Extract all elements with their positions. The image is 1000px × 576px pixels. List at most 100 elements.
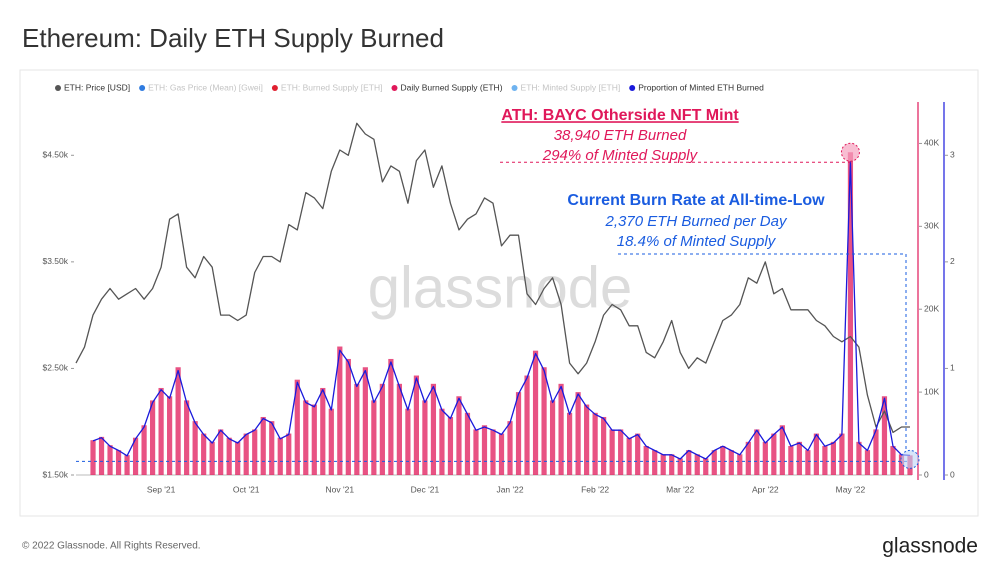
bar: [669, 454, 675, 475]
bar: [856, 441, 862, 475]
y2ticks-label: 20K: [924, 303, 939, 313]
legend-swatch: [139, 85, 146, 91]
legend-swatch: [511, 85, 518, 91]
legend-label[interactable]: ETH: Gas Price (Mean) [Gwei]: [148, 82, 263, 92]
annotation: 18.4% of Minted Supply: [617, 233, 777, 250]
bar: [277, 437, 283, 475]
bar: [532, 350, 539, 475]
line: [92, 161, 911, 460]
x-tick-label: Feb '22: [581, 484, 609, 494]
y3ticks-label: 1: [950, 363, 955, 373]
bar: [252, 429, 258, 475]
bar: [898, 454, 905, 475]
bar: [524, 375, 530, 475]
legend-label[interactable]: ETH: Price [USD]: [64, 82, 130, 92]
bar: [626, 437, 632, 475]
bar: [345, 358, 351, 475]
annotation-highlight: [900, 449, 920, 469]
y2ticks-label: 40K: [924, 138, 939, 148]
y3ticks-label: 2: [950, 256, 955, 266]
bar: [873, 429, 879, 475]
yticks-label: $4.50k: [42, 150, 68, 160]
y3ticks-label: 0: [950, 469, 955, 479]
legend-label[interactable]: Daily Burned Supply (ETH): [400, 82, 502, 92]
bar: [728, 450, 734, 475]
bar: [167, 396, 173, 475]
bar: [813, 433, 819, 475]
bar: [464, 412, 471, 475]
x-tick-label: Sep '21: [147, 484, 176, 494]
bar: [703, 458, 709, 475]
bar: [422, 400, 428, 475]
bar: [507, 421, 513, 475]
bar: [584, 404, 590, 475]
bar: [141, 425, 147, 475]
bar: [737, 454, 743, 475]
bar: [771, 433, 777, 475]
legend-label[interactable]: ETH: Burned Supply [ETH]: [281, 82, 383, 92]
bar: [711, 450, 717, 475]
bar: [447, 416, 454, 475]
bar: [864, 450, 871, 475]
bar: [328, 408, 334, 475]
legend-swatch: [271, 85, 278, 91]
annotation: Current Burn Rate at All-time-Low: [567, 192, 825, 209]
bar: [184, 400, 190, 475]
bar: [515, 392, 522, 475]
bar: [652, 450, 658, 475]
bar: [149, 400, 156, 475]
legend-swatch: [391, 85, 398, 91]
bar: [90, 440, 96, 475]
bar: [635, 433, 641, 475]
x-tick-label: Oct '21: [233, 484, 260, 494]
bar: [439, 408, 445, 475]
bar: [132, 437, 139, 475]
bar: [396, 383, 402, 475]
yticks-label: $1.50k: [42, 469, 68, 479]
bar: [830, 441, 837, 475]
bar: [796, 441, 802, 475]
legend-swatch: [55, 85, 61, 91]
annotation: 2,370 ETH Burned per Day: [605, 213, 788, 230]
bar: [158, 387, 164, 475]
bar: [754, 429, 760, 475]
bar: [320, 387, 326, 475]
bar: [286, 433, 292, 475]
bar: [575, 392, 581, 475]
bar: [498, 433, 505, 475]
legend-label[interactable]: ETH: Minted Supply [ETH]: [521, 82, 621, 92]
bar: [175, 367, 181, 475]
bar: [430, 383, 437, 475]
bar: [694, 454, 700, 475]
bar: [592, 412, 598, 475]
bar: [558, 383, 564, 475]
bar: [566, 412, 573, 475]
annotation-leader: [618, 253, 907, 450]
annotation: 38,940 ETH Burned: [554, 127, 687, 144]
bar: [371, 400, 377, 475]
y2ticks-label: 30K: [924, 221, 939, 231]
bar: [609, 429, 615, 475]
x-tick-label: Dec '21: [411, 484, 440, 494]
legend-label[interactable]: Proportion of Minted ETH Burned: [638, 82, 764, 92]
line: [75, 122, 910, 434]
bar: [847, 152, 854, 476]
bar: [226, 437, 232, 475]
bar: [762, 441, 768, 475]
x-tick-label: May '22: [836, 484, 866, 494]
bar: [677, 458, 683, 475]
bar: [788, 445, 794, 475]
y2ticks-label: 10K: [924, 386, 939, 396]
bar: [549, 400, 556, 475]
x-tick-label: Nov '21: [326, 484, 355, 494]
bar: [379, 383, 385, 475]
y3ticks-label: 3: [950, 150, 955, 160]
bar: [720, 445, 726, 475]
legend-swatch: [629, 85, 636, 91]
watermark: glassnode: [368, 255, 632, 320]
bar: [405, 408, 411, 475]
bar: [362, 367, 368, 475]
bar: [124, 455, 130, 475]
bar: [209, 441, 215, 475]
